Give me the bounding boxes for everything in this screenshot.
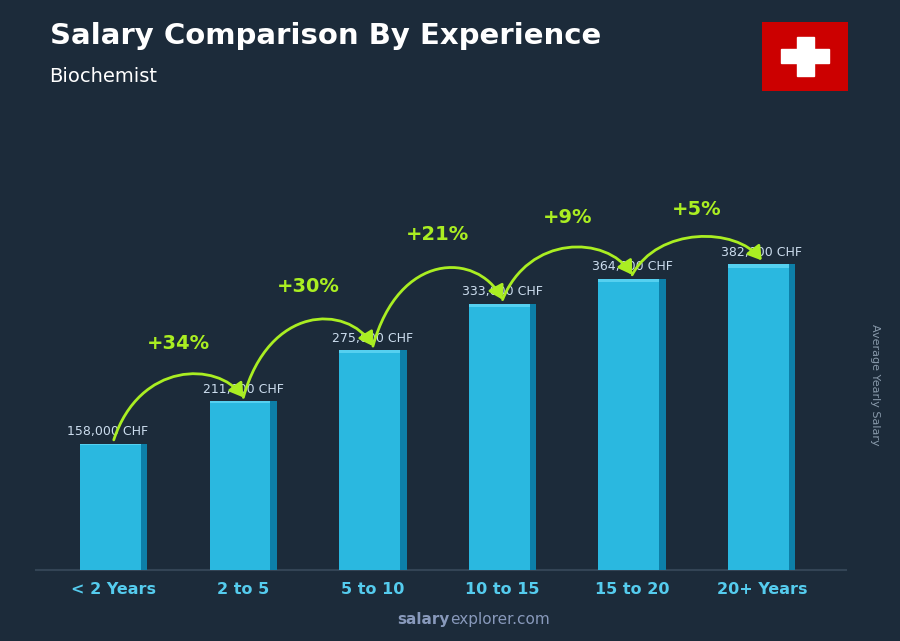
FancyArrowPatch shape xyxy=(632,237,760,275)
Text: explorer.com: explorer.com xyxy=(450,612,550,627)
Text: Average Yearly Salary: Average Yearly Salary xyxy=(869,324,880,445)
Text: 158,000 CHF: 158,000 CHF xyxy=(67,425,148,438)
Bar xyxy=(140,444,148,570)
Bar xyxy=(469,304,529,307)
Bar xyxy=(788,264,796,570)
FancyArrowPatch shape xyxy=(243,319,372,397)
Text: +34%: +34% xyxy=(147,335,210,353)
FancyArrowPatch shape xyxy=(502,247,631,299)
Text: 211,000 CHF: 211,000 CHF xyxy=(202,383,284,395)
Bar xyxy=(469,304,536,570)
Bar xyxy=(598,279,659,282)
Bar xyxy=(598,279,666,570)
Text: +5%: +5% xyxy=(672,200,722,219)
Text: +9%: +9% xyxy=(543,208,592,227)
Bar xyxy=(529,304,536,570)
Bar xyxy=(210,401,270,403)
Bar xyxy=(400,350,407,570)
Bar xyxy=(270,401,277,570)
Bar xyxy=(796,37,814,76)
Text: 382,000 CHF: 382,000 CHF xyxy=(721,246,802,259)
Bar xyxy=(80,444,148,570)
Text: 275,000 CHF: 275,000 CHF xyxy=(332,331,413,345)
Text: salary: salary xyxy=(398,612,450,627)
Bar xyxy=(80,444,140,445)
Bar xyxy=(781,49,829,63)
Text: 364,000 CHF: 364,000 CHF xyxy=(591,260,672,273)
Text: +30%: +30% xyxy=(276,278,339,296)
Text: Biochemist: Biochemist xyxy=(50,67,158,87)
FancyArrowPatch shape xyxy=(373,267,502,346)
Bar xyxy=(210,401,277,570)
Bar xyxy=(728,264,796,570)
Text: Salary Comparison By Experience: Salary Comparison By Experience xyxy=(50,22,601,51)
Bar xyxy=(659,279,666,570)
Text: +21%: +21% xyxy=(406,224,470,244)
Bar xyxy=(728,264,788,268)
Bar xyxy=(339,350,400,353)
Bar xyxy=(339,350,407,570)
Text: 333,000 CHF: 333,000 CHF xyxy=(462,285,543,298)
FancyArrowPatch shape xyxy=(113,374,242,440)
